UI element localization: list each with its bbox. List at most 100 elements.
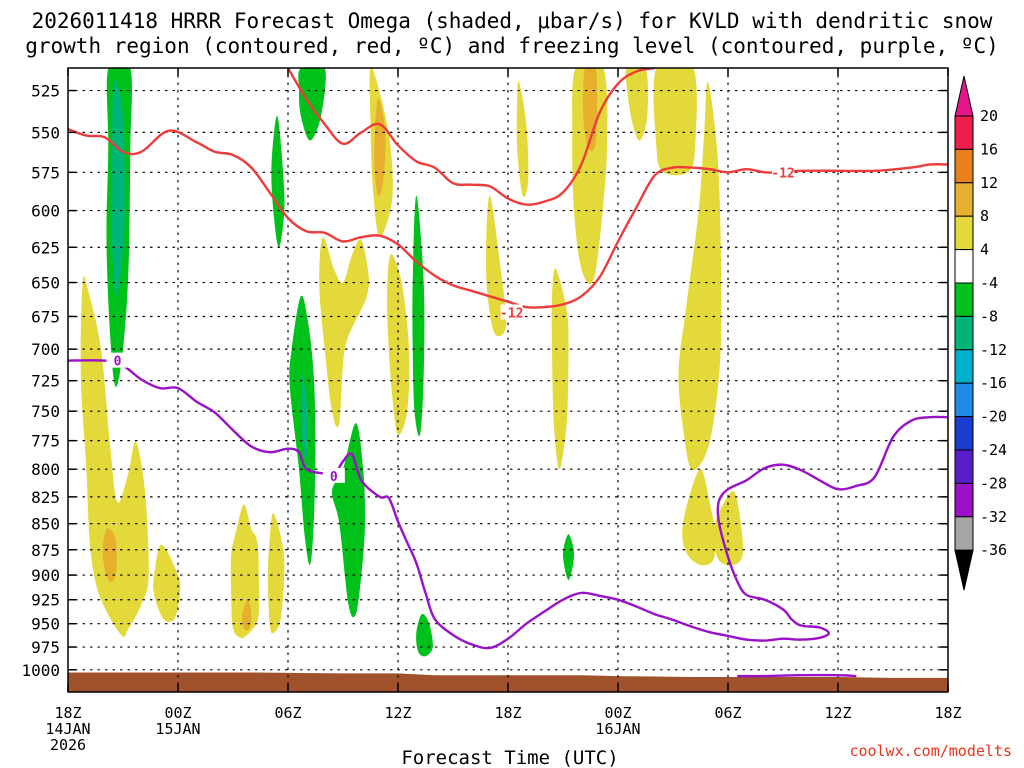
colorbar-label-3: 8	[980, 207, 989, 225]
colorbar-label-2: 12	[980, 174, 998, 192]
freezing-contour-label-0: 0	[114, 355, 122, 370]
omega-region-28	[416, 613, 433, 657]
colorbar-label-6: -8	[980, 307, 998, 325]
chart-title-line2: growth region (contoured, red, ºC) and f…	[25, 34, 999, 58]
omega-region-10	[485, 195, 507, 337]
contour-labels: -12 -12 0 0	[106, 164, 795, 485]
y-tick-label-975: 975	[31, 638, 60, 657]
omega-region-9	[386, 254, 410, 436]
omega-region-3	[230, 504, 260, 639]
omega-region-17	[678, 81, 722, 471]
colorbar-top-arrow	[954, 75, 974, 117]
freezing-contour-0	[68, 359, 948, 650]
omega-region-2	[153, 544, 181, 622]
x-tick-label-48-1: 18Z	[934, 704, 961, 722]
y-tick-label-525: 525	[31, 82, 60, 101]
colorbar-swatch-0	[954, 115, 974, 150]
omega-region-16	[653, 68, 697, 176]
y-tick-label-775: 775	[31, 432, 60, 451]
y-tick-label-950: 950	[31, 615, 60, 634]
x-axis-label: Forecast Time (UTC)	[401, 747, 618, 768]
omega-region-21	[111, 80, 125, 298]
freezing-label-bg-0	[106, 352, 129, 368]
dendritic-label-bg-1	[500, 304, 523, 320]
omega-region-15	[625, 68, 649, 141]
grid-lines	[67, 67, 949, 693]
y-tick-label-575: 575	[31, 163, 60, 182]
omega-region-4	[242, 599, 252, 631]
x-tick-label-30-2: 16JAN	[595, 720, 640, 738]
omega-region-5	[267, 513, 285, 634]
y-axis-ticks: 525 550 575 600 625 650 675 700 725 750 775 800 825 8…	[21, 82, 948, 680]
colorbar-label-0: 20	[980, 107, 998, 125]
colorbar-swatch-6	[954, 315, 974, 351]
colorbar-swatch-11	[954, 482, 974, 518]
x-tick-label-24-1: 18Z	[494, 704, 521, 722]
colorbar-swatch-8	[954, 382, 974, 418]
y-tick-label-1000: 1000	[21, 661, 60, 680]
colorbar-swatch-3	[954, 215, 974, 251]
colorbar-label-1: 16	[980, 140, 998, 158]
dendritic-contour-label-0: -12	[771, 166, 794, 181]
dendritic-label-bg-0	[772, 164, 794, 180]
dendritic-contour-0	[68, 127, 948, 309]
x-tick-label-0-1: 18Z	[54, 704, 81, 722]
plot-frame	[67, 67, 949, 693]
y-tick-label-825: 825	[31, 488, 60, 507]
y-tick-label-850: 850	[31, 515, 60, 534]
omega-region-13	[572, 68, 608, 285]
omega-region-12	[551, 268, 569, 470]
omega-region-26	[331, 423, 366, 618]
colorbar-label-5: -4	[980, 274, 998, 292]
omega-region-0	[80, 276, 149, 638]
omega-region-27	[412, 195, 425, 437]
y-tick-label-900: 900	[31, 566, 60, 585]
colorbar-label-8: -16	[980, 374, 1007, 392]
colorbar-swatch-4	[954, 249, 974, 284]
y-tick-label-650: 650	[31, 274, 60, 293]
x-tick-label-36-1: 06Z	[714, 704, 741, 722]
chart-title-line1: 2026011418 HRRR Forecast Omega (shaded, …	[32, 9, 993, 33]
y-tick-label-675: 675	[31, 307, 60, 326]
omega-region-29	[563, 534, 574, 581]
omega-region-11	[516, 80, 529, 198]
colorbar-swatch-1	[954, 148, 974, 184]
y-tick-label-875: 875	[31, 541, 60, 560]
colorbar-swatch-2	[954, 182, 974, 217]
x-tick-label-30-1: 00Z	[604, 704, 631, 722]
omega-region-19	[682, 469, 716, 566]
x-tick-label-6-1: 00Z	[164, 704, 191, 722]
omega-region-18	[713, 491, 744, 566]
y-tick-label-800: 800	[31, 460, 60, 479]
colorbar-label-11: -28	[980, 474, 1007, 492]
colorbar-swatch-9	[954, 416, 974, 451]
freezing-contour-label-1: 0	[330, 470, 338, 485]
colorbar-label-9: -20	[980, 408, 1007, 426]
x-tick-label-42-1: 12Z	[824, 704, 851, 722]
dendritic-contour-1	[286, 68, 655, 206]
colorbar-label-10: -24	[980, 441, 1007, 459]
omega-region-22	[271, 115, 285, 248]
x-tick-label-12-1: 06Z	[274, 704, 301, 722]
omega-region-1	[102, 528, 117, 582]
omega-region-6	[319, 237, 369, 428]
x-tick-label-0-2: 14JAN	[45, 720, 90, 738]
colorbar-label-7: -12	[980, 341, 1007, 359]
colorbar-label-13: -36	[980, 541, 1007, 559]
y-tick-label-925: 925	[31, 591, 60, 610]
omega-colorbar: 20 16 12 8 4 -4 -8 -12 -16 -20 -24 -28 -32 -36	[954, 75, 1007, 591]
x-tick-label-0-3: 2026	[50, 736, 86, 754]
dendritic-contour-label-1: -12	[500, 306, 523, 321]
colorbar-swatch-12	[954, 516, 974, 551]
colorbar-swatch-7	[954, 349, 974, 384]
credit-text[interactable]: coolwx.com/modelts	[849, 742, 1012, 760]
y-tick-label-600: 600	[31, 202, 60, 221]
omega-region-23	[298, 68, 326, 141]
colorbar-swatch-5	[954, 282, 974, 317]
contour-layer	[68, 68, 948, 678]
colorbar-swatch-10	[954, 449, 974, 484]
omega-shading-layer	[80, 68, 744, 657]
y-tick-label-550: 550	[31, 123, 60, 142]
